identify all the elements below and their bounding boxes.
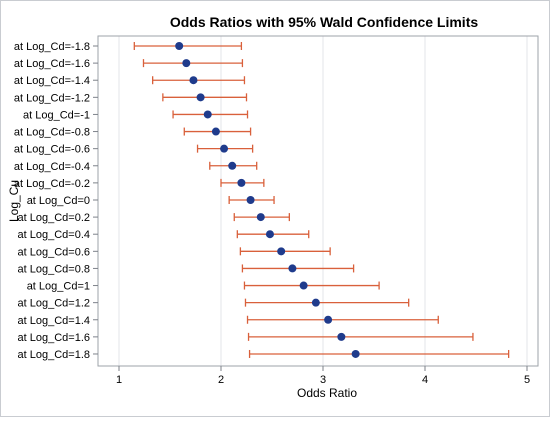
odds-ratio-point xyxy=(203,110,212,119)
odds-ratio-point xyxy=(189,76,198,85)
y-tick-label: at Log_Cd=1.4 xyxy=(18,315,90,327)
x-tick-label: 4 xyxy=(422,374,428,386)
y-tick-label: at Log_Cd=-0.8 xyxy=(14,127,90,139)
point-layer xyxy=(175,42,360,358)
y-tick-label: at Log_Cd=-0.6 xyxy=(14,144,90,156)
odds-ratio-point xyxy=(182,59,191,68)
y-tick-label: at Log_Cd=1.8 xyxy=(18,349,90,361)
odds-ratio-point xyxy=(277,247,286,256)
x-tick-label: 2 xyxy=(218,374,224,386)
x-tick-labels: 1 2 3 4 5 xyxy=(116,366,530,386)
odds-ratio-point xyxy=(351,349,360,358)
odds-ratio-point xyxy=(228,161,237,170)
chart-title: Odds Ratios with 95% Wald Confidence Lim… xyxy=(170,14,479,30)
y-tick-label: at Log_Cd=1.2 xyxy=(18,298,90,310)
y-tick-label: at Log_Cd=-1 xyxy=(23,109,90,121)
grid-layer xyxy=(118,36,528,366)
x-tick-label: 3 xyxy=(320,374,326,386)
y-tick-label: at Log_Cd=-0.2 xyxy=(14,178,90,190)
odds-ratio-point xyxy=(220,144,229,153)
y-tick-label: at Log_Cd=-1.6 xyxy=(14,58,90,70)
y-tick-label: at Log_Cd=0 xyxy=(27,195,90,207)
odds-ratio-point xyxy=(196,93,205,102)
odds-ratio-point xyxy=(337,332,346,341)
y-tick-label: at Log_Cd=0.4 xyxy=(18,229,90,241)
odds-ratio-point xyxy=(246,195,255,204)
odds-ratio-point xyxy=(237,178,246,187)
plot-area-frame xyxy=(97,35,539,367)
y-tick-label: at Log_Cd=0.2 xyxy=(18,212,90,224)
odds-ratio-point xyxy=(324,315,333,324)
odds-ratio-point xyxy=(256,213,265,222)
y-tick-label: at Log_Cd=-1.2 xyxy=(14,92,90,104)
x-axis-label: Odds Ratio xyxy=(297,386,357,400)
odds-ratio-point xyxy=(175,42,184,50)
y-tick-label: at Log_Cd=-1.8 xyxy=(14,41,90,53)
x-tick-label: 1 xyxy=(116,374,122,386)
y-tick-labels: at Log_Cd=-1.8at Log_Cd=-1.6at Log_Cd=-1… xyxy=(14,41,98,361)
x-tick-label: 5 xyxy=(524,374,530,386)
odds-ratio-point xyxy=(311,298,320,307)
y-tick-label: at Log_Cd=-0.4 xyxy=(14,161,90,173)
y-tick-label: at Log_Cd=0.6 xyxy=(18,246,90,258)
y-tick-label: at Log_Cd=-1.4 xyxy=(14,75,90,87)
y-axis-label: Log_Cu xyxy=(7,180,21,222)
y-tick-label: at Log_Cd=1 xyxy=(27,281,90,293)
odds-ratio-point xyxy=(288,264,297,273)
odds-ratio-point xyxy=(211,127,220,136)
y-tick-label: at Log_Cd=1.6 xyxy=(18,332,90,344)
y-tick-label: at Log_Cd=0.8 xyxy=(18,263,90,275)
odds-ratio-point xyxy=(265,230,274,239)
odds-ratio-point xyxy=(299,281,308,290)
